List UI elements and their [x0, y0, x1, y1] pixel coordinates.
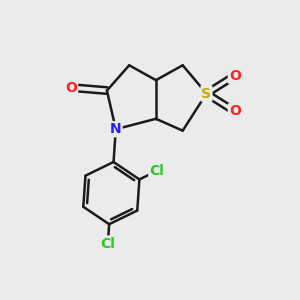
- Text: N: N: [110, 122, 122, 136]
- Text: O: O: [65, 81, 77, 94]
- Text: Cl: Cl: [100, 236, 115, 250]
- Text: Cl: Cl: [149, 164, 164, 178]
- Text: O: O: [229, 69, 241, 83]
- Text: O: O: [229, 104, 241, 118]
- Text: S: S: [202, 86, 212, 100]
